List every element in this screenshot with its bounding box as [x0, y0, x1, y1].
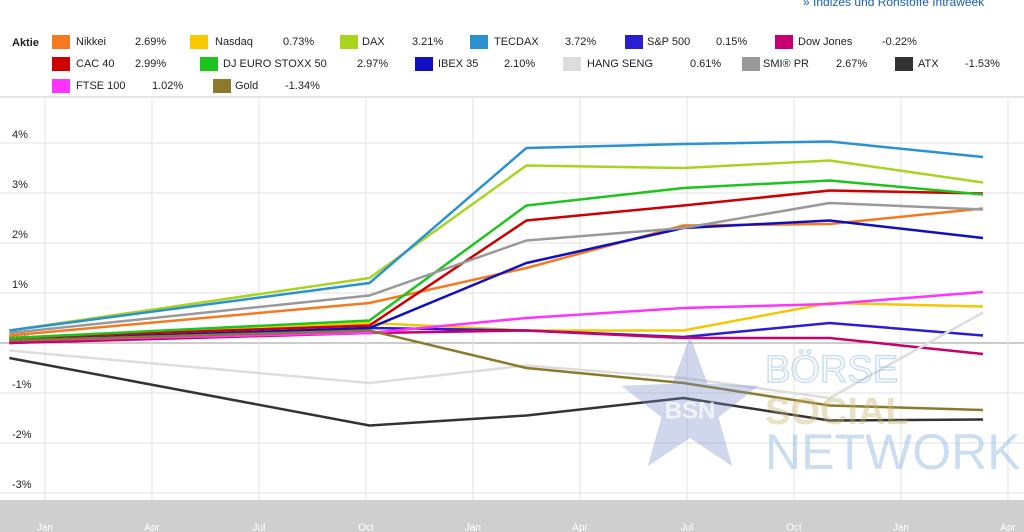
- legend-swatch: [470, 35, 488, 49]
- legend-swatch: [213, 79, 231, 93]
- legend-swatch: [200, 57, 218, 71]
- legend-value: 2.69%: [135, 36, 166, 48]
- watermark-text: NETWORK: [765, 424, 1021, 480]
- legend-label: Nikkei: [76, 36, 106, 48]
- legend-value: 2.10%: [504, 58, 535, 70]
- x-tick-label: Jan: [465, 523, 481, 532]
- series-line: [9, 201, 984, 335]
- x-tick-label: Apr: [572, 523, 588, 532]
- x-tick-label: Jul: [253, 523, 266, 532]
- y-tick-label: -2%: [12, 429, 32, 441]
- legend-value: -0.22%: [882, 36, 917, 48]
- watermark-text: BÖRSE: [765, 349, 898, 391]
- legend-swatch: [625, 35, 643, 49]
- series-line: [9, 290, 984, 342]
- x-tick-label: Oct: [786, 523, 802, 532]
- legend-label: FTSE 100: [76, 80, 126, 92]
- x-tick-label: Apr: [144, 523, 160, 532]
- legend-value: 0.15%: [716, 36, 747, 48]
- y-tick-label: -1%: [12, 379, 32, 391]
- legend-title: Aktie: [12, 37, 39, 49]
- series-line: [9, 159, 984, 332]
- x-tick-label: Jan: [893, 523, 909, 532]
- legend-label: SMI® PR: [763, 58, 809, 70]
- series-line: [9, 140, 984, 332]
- legend-swatch: [340, 35, 358, 49]
- legend-value: 3.21%: [412, 36, 443, 48]
- legend-swatch: [415, 57, 433, 71]
- watermark-star: [621, 336, 759, 467]
- legend-value: 2.67%: [836, 58, 867, 70]
- series-line: [9, 329, 984, 412]
- legend-swatch: [742, 57, 760, 71]
- watermark-badge: BSN: [665, 397, 716, 424]
- series-line: [9, 356, 984, 427]
- legend-value: -1.53%: [965, 58, 1000, 70]
- legend-swatch: [775, 35, 793, 49]
- y-tick-label: -3%: [12, 479, 32, 491]
- x-tick-label: Oct: [358, 523, 374, 532]
- legend-label: HANG SENG: [587, 58, 653, 70]
- link[interactable]: » Indizes und Rohstoffe Intraweek: [803, 0, 985, 9]
- legend-swatch: [563, 57, 581, 71]
- legend-value: 3.72%: [565, 36, 596, 48]
- legend-label: Gold: [235, 80, 258, 92]
- y-tick-label: 4%: [12, 129, 28, 141]
- legend-value: 0.73%: [283, 36, 314, 48]
- legend-value: 2.99%: [135, 58, 166, 70]
- legend-label: Nasdaq: [215, 36, 253, 48]
- legend-label: DAX: [362, 36, 385, 48]
- watermark-text: SOCIAL: [765, 391, 909, 433]
- legend-swatch: [190, 35, 208, 49]
- x-tick-label: Apr: [1000, 523, 1016, 532]
- legend-value: 2.97%: [357, 58, 388, 70]
- x-axis-band: [0, 500, 1024, 532]
- legend-swatch: [895, 57, 913, 71]
- legend-value: 1.02%: [152, 80, 183, 92]
- legend-label: ATX: [918, 58, 939, 70]
- series-line: [9, 301, 984, 342]
- legend-value: -1.34%: [285, 80, 320, 92]
- legend-swatch: [52, 57, 70, 71]
- legend-swatch: [52, 79, 70, 93]
- y-tick-label: 1%: [12, 279, 28, 291]
- series-line: [9, 311, 984, 400]
- y-tick-label: 2%: [12, 229, 28, 241]
- legend-label: CAC 40: [76, 58, 115, 70]
- series-line: [9, 189, 984, 340]
- legend-value: 0.61%: [690, 58, 721, 70]
- legend-swatch: [52, 35, 70, 49]
- series-line: [9, 179, 984, 340]
- series-line: [9, 219, 984, 342]
- legend-label: S&P 500: [647, 36, 690, 48]
- x-tick-label: Jan: [37, 523, 53, 532]
- y-tick-label: 3%: [12, 179, 28, 191]
- legend-label: IBEX 35: [438, 58, 478, 70]
- legend-label: DJ EURO STOXX 50: [223, 58, 327, 70]
- legend-label: Dow Jones: [798, 36, 853, 48]
- x-tick-label: Jul: [681, 523, 694, 532]
- legend-label: TECDAX: [494, 36, 539, 48]
